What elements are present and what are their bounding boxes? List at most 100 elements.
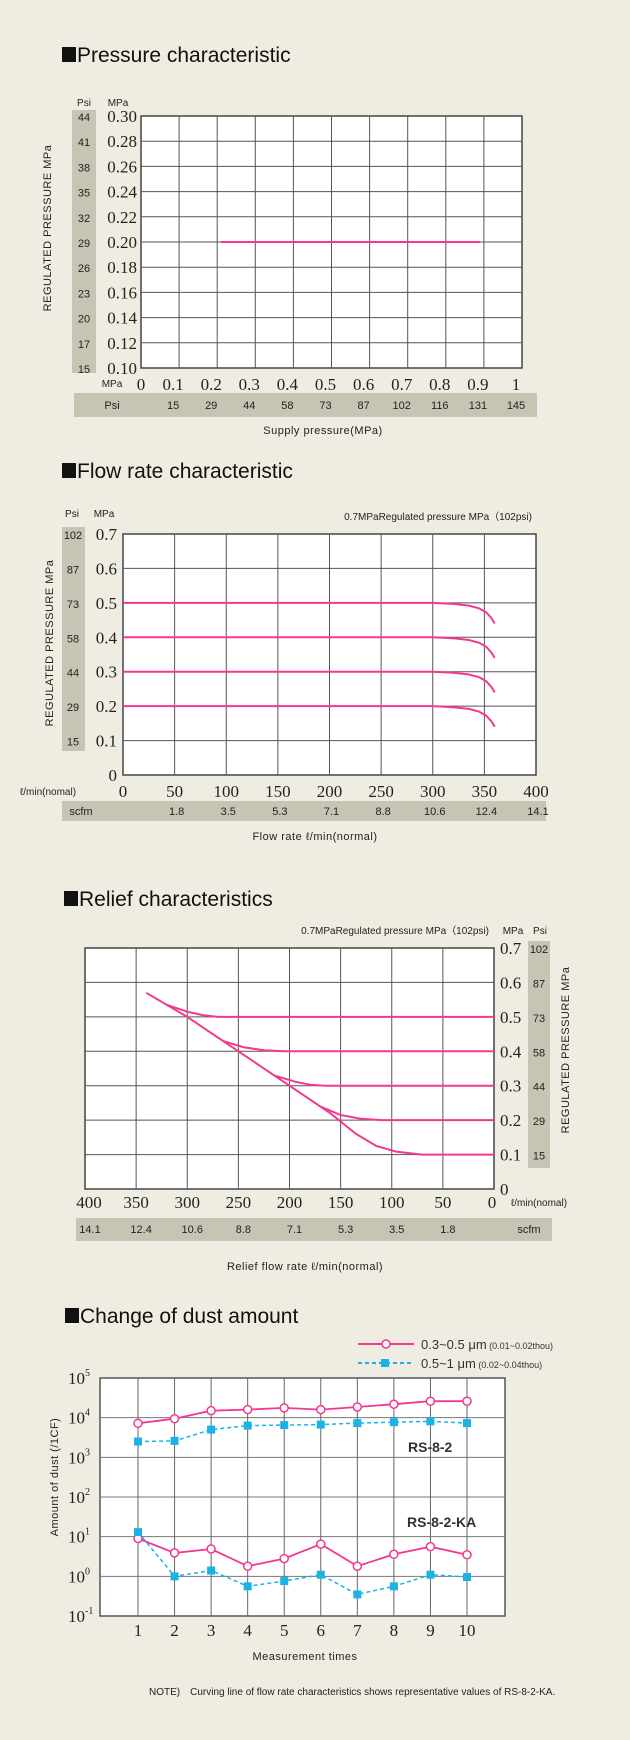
x-tick-scfm-label: 14.1: [527, 806, 548, 818]
y-tick-psi-label: 29: [533, 1116, 545, 1128]
dust-point-square: [353, 1590, 362, 1599]
dust-point-circle: [389, 1549, 399, 1560]
dust-series-line: [137, 1420, 468, 1443]
dust-point-circle: [316, 1539, 326, 1549]
y-tick-label: 0.2: [500, 1111, 521, 1130]
x-tick-psi-label: 131: [469, 400, 487, 412]
dust-point-square: [207, 1566, 216, 1575]
y-tick-label: 0.24: [107, 183, 137, 202]
y-tick-psi-label: 23: [78, 288, 90, 300]
x-tick-label: 350: [472, 782, 498, 801]
x-tick-scfm-label: 8.8: [236, 1224, 251, 1236]
dust-point-circle: [279, 1403, 289, 1413]
pressure-chart-title-bullet: [62, 47, 76, 62]
dust-point-square: [316, 1420, 325, 1429]
x-tick-label: 4: [243, 1621, 252, 1640]
dust-point-circle: [316, 1404, 326, 1415]
y-tick-label: 0.14: [107, 309, 137, 328]
y-tick-label: 10-1: [68, 1606, 93, 1626]
dust-point-square: [353, 1419, 362, 1428]
x-tick-label: 250: [226, 1193, 252, 1212]
y-tick-label: 0.1: [500, 1146, 521, 1165]
y-axis-label: REGULATED PRESSURE MPa: [560, 966, 572, 1133]
dust-point-circle: [279, 1553, 289, 1564]
x-tick-psi-label: 58: [281, 400, 293, 412]
y-tick-psi-label: 41: [78, 137, 90, 149]
x-tick-label: 0: [119, 782, 128, 801]
y-tick-psi-label: 15: [67, 737, 79, 749]
y-axis-label: REGULATED PRESSURE MPa: [44, 559, 56, 726]
y-tick-label: 0: [500, 1180, 509, 1199]
y-tick-label: 100: [68, 1566, 90, 1586]
x-tick-label: 0: [137, 375, 146, 394]
y-axis-label: REGULATED PRESSURE MPa: [42, 144, 54, 311]
x-tick-scfm-label: 12.4: [476, 806, 497, 818]
annotation: 0.7MPaRegulated pressure MPa（102psi): [301, 925, 489, 937]
y-tick-label: 0.28: [107, 132, 137, 151]
x-tick-label: 300: [420, 782, 446, 801]
y-tick-label: 0.6: [500, 973, 521, 992]
x-unit-label: ℓ/min(nomal): [511, 1198, 567, 1209]
psi-band-bottom: [74, 393, 537, 417]
y-tick-psi-label: 58: [67, 633, 79, 645]
dust-series-line: [137, 1537, 468, 1568]
y-tick-label: 0.5: [500, 1008, 521, 1027]
y-tick-label: 0.3: [96, 663, 117, 682]
legend-label: 0.5~1 μm (0.02~0.04thou): [421, 1356, 542, 1371]
x-tick-label: 100: [379, 1193, 405, 1212]
x-unit-label: ℓ/min(nomal): [20, 787, 76, 798]
y-tick-label: 0.12: [107, 334, 137, 353]
y-tick-psi-label: 20: [78, 314, 90, 326]
y-tick-label: 0.30: [107, 107, 137, 126]
y-tick-psi-label: 87: [533, 978, 545, 990]
x-tick-scfm-label: 3.5: [221, 806, 236, 818]
y-tick-label: 101: [68, 1527, 90, 1547]
dust-point-square: [463, 1573, 471, 1582]
relief-series-line: [145, 991, 494, 1156]
x-tick-label: 200: [317, 782, 343, 801]
x-tick-psi-label: 87: [357, 400, 369, 412]
y-tick-psi-label: 102: [530, 944, 548, 956]
x-tick-psi-label: 15: [167, 400, 179, 412]
y-tick-label: 0.7: [96, 525, 118, 544]
y-tick-label: 0.6: [96, 559, 117, 578]
dust-point-circle: [352, 1561, 363, 1571]
flow-chart-title-bullet: [62, 463, 76, 478]
x-tick-label: 3: [207, 1621, 216, 1640]
x-tick-label: 0.5: [315, 375, 336, 394]
y-tick-label: 0.2: [96, 697, 117, 716]
x-tick-scfm-label: 14.1: [79, 1224, 100, 1236]
x-tick-psi-label: 116: [431, 400, 449, 412]
x-tick-label: 50: [166, 782, 183, 801]
dust-point-circle: [425, 1396, 436, 1406]
y-tick-psi-label: 26: [78, 263, 90, 275]
x-tick-label: 300: [175, 1193, 201, 1212]
dust-point-circle: [169, 1548, 180, 1558]
y-tick-psi-label: 29: [78, 238, 90, 250]
x-tick-label: 0.8: [429, 375, 450, 394]
relief-series-line: [319, 1105, 494, 1122]
x-axis-label: Flow rate ℓ/min(normal): [252, 831, 377, 843]
y-axis-label: Amount of dust (/1CF): [49, 1418, 61, 1537]
y-tick-label: 0.1: [96, 732, 117, 751]
x-tick-label: 0.6: [353, 375, 374, 394]
y-tick-psi-label: 32: [78, 213, 90, 225]
y-tick-label: 104: [68, 1408, 90, 1428]
x-tick-scfm-label: 1.8: [440, 1224, 455, 1236]
x-tick-label: 0.3: [239, 375, 260, 394]
x-tick-label: 350: [123, 1193, 149, 1212]
y-secondary-unit-label: Psi: [77, 98, 91, 109]
y-tick-label: 0.16: [107, 283, 137, 302]
group-label-rs-8-2: RS-8-2: [408, 1439, 453, 1455]
x-tick-label: 400: [76, 1193, 102, 1212]
x-tick-scfm-label: 10.6: [424, 806, 445, 818]
flow-series-line: [123, 670, 496, 693]
y-unit-label: MPa: [94, 509, 115, 520]
x-tick-label: 0.4: [277, 375, 299, 394]
x-tick-label: 400: [523, 782, 549, 801]
x-tick-scfm-label: 5.3: [338, 1224, 353, 1236]
flow-series-line: [123, 636, 496, 659]
x-tick-label: 2: [170, 1621, 179, 1640]
group-label-rs-8-2-ka: RS-8-2-KA: [407, 1514, 476, 1530]
